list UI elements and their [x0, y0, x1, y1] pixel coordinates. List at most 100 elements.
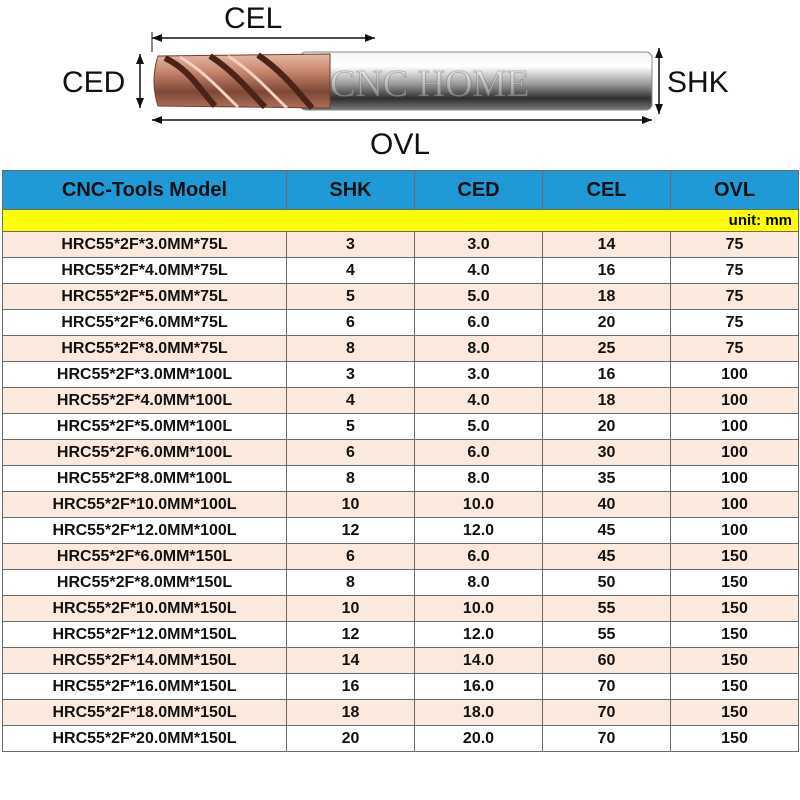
cell-ovl: 100	[670, 465, 799, 492]
unit-label: unit: mm	[2, 209, 799, 232]
cell-model: HRC55*2F*20.0MM*150L	[2, 725, 287, 752]
cell-model: HRC55*2F*4.0MM*100L	[2, 387, 287, 414]
cell-ced: 20.0	[414, 725, 543, 752]
cell-ced: 18.0	[414, 699, 543, 726]
cell-model: HRC55*2F*5.0MM*75L	[2, 283, 287, 310]
cell-ovl: 150	[670, 725, 799, 752]
cell-shk: 4	[286, 387, 415, 414]
table-row: HRC55*2F*12.0MM*150L 12 12.0 55 150	[2, 621, 799, 648]
cell-model: HRC55*2F*10.0MM*150L	[2, 595, 287, 622]
cell-ced: 14.0	[414, 647, 543, 674]
cell-shk: 20	[286, 725, 415, 752]
cell-ced: 10.0	[414, 491, 543, 518]
cell-shk: 5	[286, 283, 415, 310]
table-row: HRC55*2F*10.0MM*100L 10 10.0 40 100	[2, 491, 799, 518]
table-row: HRC55*2F*4.0MM*100L 4 4.0 18 100	[2, 387, 799, 414]
cell-ovl: 150	[670, 595, 799, 622]
cel-label: CEL	[224, 2, 283, 35]
cell-cel: 55	[542, 595, 671, 622]
cell-cel: 20	[542, 309, 671, 336]
cell-shk: 3	[286, 361, 415, 388]
cell-cel: 16	[542, 361, 671, 388]
cell-cel: 40	[542, 491, 671, 518]
table-row: HRC55*2F*8.0MM*75L 8 8.0 25 75	[2, 335, 799, 362]
cell-model: HRC55*2F*12.0MM*150L	[2, 621, 287, 648]
cell-ovl: 75	[670, 231, 799, 258]
cell-cel: 45	[542, 543, 671, 570]
header-ced: CED	[414, 170, 543, 210]
cell-ced: 5.0	[414, 413, 543, 440]
cell-ced: 12.0	[414, 517, 543, 544]
cell-cel: 70	[542, 699, 671, 726]
table-row: HRC55*2F*4.0MM*75L 4 4.0 16 75	[2, 257, 799, 284]
cell-ovl: 150	[670, 699, 799, 726]
header-row: CNC-Tools Model SHK CED CEL OVL	[2, 170, 799, 210]
cell-ovl: 100	[670, 413, 799, 440]
cell-shk: 10	[286, 595, 415, 622]
cell-ced: 3.0	[414, 231, 543, 258]
cell-model: HRC55*2F*8.0MM*150L	[2, 569, 287, 596]
shk-label: SHK	[667, 66, 729, 99]
cell-shk: 6	[286, 309, 415, 336]
unit-row: unit: mm	[2, 209, 799, 232]
table-row: HRC55*2F*12.0MM*100L 12 12.0 45 100	[2, 517, 799, 544]
table-row: HRC55*2F*10.0MM*150L 10 10.0 55 150	[2, 595, 799, 622]
table-row: HRC55*2F*16.0MM*150L 16 16.0 70 150	[2, 673, 799, 700]
helix-stripe	[163, 55, 218, 109]
cell-ovl: 75	[670, 335, 799, 362]
cell-shk: 5	[286, 413, 415, 440]
cell-cel: 60	[542, 647, 671, 674]
cell-shk: 8	[286, 569, 415, 596]
cell-cel: 20	[542, 413, 671, 440]
cell-cel: 30	[542, 439, 671, 466]
table-row: HRC55*2F*3.0MM*100L 3 3.0 16 100	[2, 361, 799, 388]
cell-ced: 4.0	[414, 387, 543, 414]
cell-cel: 55	[542, 621, 671, 648]
end-mill-diagram: CNC HOME CEL CED SHK OVL	[0, 0, 800, 168]
cell-model: HRC55*2F*6.0MM*100L	[2, 439, 287, 466]
header-shk: SHK	[286, 170, 415, 210]
table-row: HRC55*2F*5.0MM*100L 5 5.0 20 100	[2, 413, 799, 440]
cell-ovl: 100	[670, 439, 799, 466]
table-row: HRC55*2F*6.0MM*150L 6 6.0 45 150	[2, 543, 799, 570]
header-ovl: OVL	[670, 170, 799, 210]
helix-highlight	[227, 54, 289, 110]
cell-cel: 70	[542, 725, 671, 752]
cell-ced: 8.0	[414, 465, 543, 492]
cell-ovl: 150	[670, 673, 799, 700]
cell-shk: 18	[286, 699, 415, 726]
cell-shk: 8	[286, 335, 415, 362]
cell-model: HRC55*2F*6.0MM*150L	[2, 543, 287, 570]
cell-model: HRC55*2F*5.0MM*100L	[2, 413, 287, 440]
cell-model: HRC55*2F*8.0MM*75L	[2, 335, 287, 362]
cell-cel: 50	[542, 569, 671, 596]
cell-model: HRC55*2F*14.0MM*150L	[2, 647, 287, 674]
ovl-label: OVL	[370, 128, 431, 161]
cell-ovl: 100	[670, 361, 799, 388]
cell-cel: 18	[542, 387, 671, 414]
cell-ced: 16.0	[414, 673, 543, 700]
table-row: HRC55*2F*6.0MM*100L 6 6.0 30 100	[2, 439, 799, 466]
table-row: HRC55*2F*6.0MM*75L 6 6.0 20 75	[2, 309, 799, 336]
cell-cel: 35	[542, 465, 671, 492]
helix-stripe	[208, 53, 268, 110]
cell-ced: 3.0	[414, 361, 543, 388]
cell-shk: 8	[286, 465, 415, 492]
watermark-text: CNC HOME	[330, 63, 530, 105]
cell-shk: 12	[286, 621, 415, 648]
cell-ovl: 100	[670, 517, 799, 544]
cell-shk: 6	[286, 543, 415, 570]
table-row: HRC55*2F*8.0MM*100L 8 8.0 35 100	[2, 465, 799, 492]
cell-ced: 8.0	[414, 335, 543, 362]
table-row: HRC55*2F*8.0MM*150L 8 8.0 50 150	[2, 569, 799, 596]
cell-ovl: 100	[670, 491, 799, 518]
header-cel: CEL	[542, 170, 671, 210]
table-row: HRC55*2F*5.0MM*75L 5 5.0 18 75	[2, 283, 799, 310]
cell-ovl: 75	[670, 257, 799, 284]
cell-ovl: 150	[670, 621, 799, 648]
cell-ovl: 150	[670, 569, 799, 596]
cell-model: HRC55*2F*4.0MM*75L	[2, 257, 287, 284]
cell-ced: 12.0	[414, 621, 543, 648]
cell-ced: 10.0	[414, 595, 543, 622]
cell-ovl: 100	[670, 387, 799, 414]
